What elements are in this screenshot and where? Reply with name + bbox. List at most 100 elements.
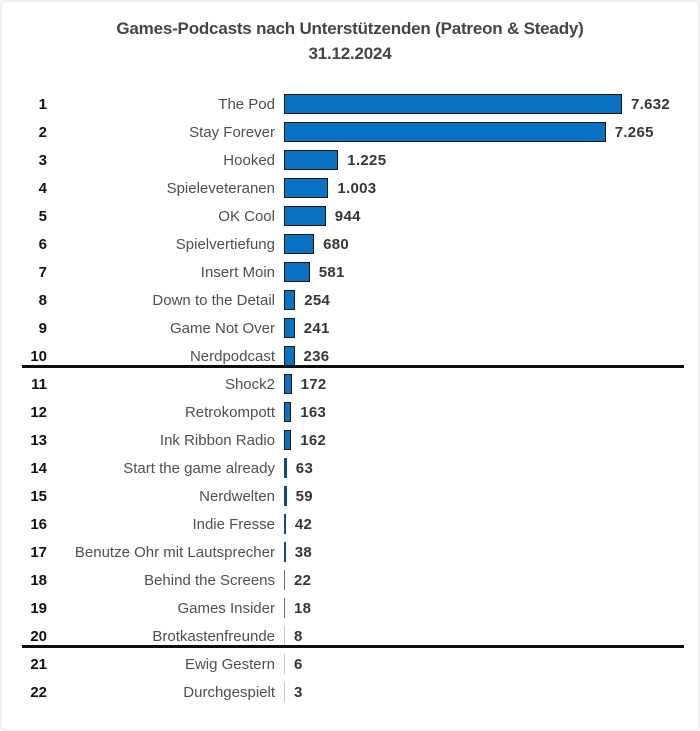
podcast-name: Brotkastenfreunde xyxy=(152,627,275,645)
bar-row: 22 Durchgespielt 3 xyxy=(2,678,698,706)
bar xyxy=(284,542,286,562)
rank-label: 8 xyxy=(38,291,47,309)
value-label: 241 xyxy=(303,319,330,337)
podcast-name: Durchgespielt xyxy=(183,683,275,701)
bar-row: 10 Nerdpodcast 236 xyxy=(2,342,698,370)
bar-row: 4 Spieleveteranen 1.003 xyxy=(2,174,698,202)
bar xyxy=(284,122,606,142)
bar xyxy=(284,682,285,702)
rank-label: 11 xyxy=(31,375,47,393)
value-label: 236 xyxy=(303,347,330,365)
podcast-name: Games Insider xyxy=(177,599,275,617)
podcast-name: Ink Ribbon Radio xyxy=(159,431,275,449)
bar xyxy=(284,430,292,450)
bar-row: 9 Game Not Over 241 xyxy=(2,314,698,342)
top20-divider xyxy=(22,645,684,648)
bar-row: 3 Hooked 1.225 xyxy=(2,146,698,174)
podcast-name: OK Cool xyxy=(218,207,275,225)
value-label: 7.265 xyxy=(614,123,654,141)
podcast-name: Game Not Over xyxy=(169,319,275,337)
value-label: 8 xyxy=(294,627,303,645)
bar xyxy=(284,150,339,170)
bar-chart: 1 The Pod 7.632 2 Stay Forever 7.265 3 Hooked 1.… xyxy=(2,90,698,706)
value-label: 6 xyxy=(294,655,303,673)
bar xyxy=(284,290,296,310)
bar-row: 7 Insert Moin 581 xyxy=(2,258,698,286)
rank-label: 17 xyxy=(30,543,47,561)
bar xyxy=(284,374,292,394)
rank-label: 6 xyxy=(38,235,47,253)
value-label: 680 xyxy=(323,235,350,253)
bar-row: 15 Nerdwelten 59 xyxy=(2,482,698,510)
bar xyxy=(284,206,326,226)
value-label: 63 xyxy=(295,459,314,477)
bar-row: 2 Stay Forever 7.265 xyxy=(2,118,698,146)
value-label: 1.225 xyxy=(347,151,387,169)
podcast-name: Retrokompott xyxy=(184,403,275,421)
rank-label: 19 xyxy=(30,599,47,617)
value-label: 42 xyxy=(294,515,313,533)
rank-label: 10 xyxy=(30,347,47,365)
podcast-name: Start the game already xyxy=(123,459,275,477)
podcast-name: The Pod xyxy=(218,95,275,113)
value-label: 59 xyxy=(295,487,313,505)
value-label: 18 xyxy=(294,599,312,617)
rank-label: 5 xyxy=(38,207,47,225)
bar-row: 14 Start the game already 63 xyxy=(2,454,698,482)
value-label: 22 xyxy=(294,571,312,589)
value-label: 163 xyxy=(300,403,327,421)
rank-label: 14 xyxy=(30,459,47,477)
value-label: 7.632 xyxy=(631,95,671,113)
bar xyxy=(284,570,285,590)
value-label: 254 xyxy=(304,291,331,309)
podcast-name: Hooked xyxy=(223,151,275,169)
bar xyxy=(284,626,285,646)
bar-row: 18 Behind the Screens 22 xyxy=(2,566,698,594)
bar-row: 8 Down to the Detail 254 xyxy=(2,286,698,314)
rank-label: 1 xyxy=(38,95,47,113)
chart-header: Games-Podcasts nach Unterstützenden (Pat… xyxy=(2,18,698,64)
bar-row: 1 The Pod 7.632 xyxy=(2,90,698,118)
bar-row: 20 Brotkastenfreunde 8 xyxy=(2,622,698,650)
frame-gap-artifact xyxy=(20,725,60,729)
bar xyxy=(284,486,287,506)
rank-label: 13 xyxy=(30,431,47,449)
podcast-name: Nerdwelten xyxy=(199,487,275,505)
chart-subtitle: 31.12.2024 xyxy=(308,43,392,63)
rank-label: 9 xyxy=(38,319,47,337)
bar xyxy=(284,234,315,254)
rank-label: 15 xyxy=(30,487,47,505)
bar xyxy=(284,346,295,366)
rank-label: 2 xyxy=(38,123,47,141)
bar xyxy=(284,262,310,282)
bar-row: 13 Ink Ribbon Radio 162 xyxy=(2,426,698,454)
bar xyxy=(284,318,295,338)
podcast-name: Behind the Screens xyxy=(144,571,275,589)
podcast-name: Spieleveteranen xyxy=(166,179,275,197)
podcast-name: Nerdpodcast xyxy=(189,347,275,365)
bar xyxy=(284,402,292,422)
podcast-name: Down to the Detail xyxy=(152,291,275,309)
bar-row: 12 Retrokompott 163 xyxy=(2,398,698,426)
value-label: 3 xyxy=(294,683,303,701)
bar-row: 17 Benutze Ohr mit Lautsprecher 38 xyxy=(2,538,698,566)
podcast-name: Spielvertiefung xyxy=(175,235,275,253)
bar xyxy=(284,514,286,534)
podcast-name: Ewig Gestern xyxy=(184,655,275,673)
bar-row: 11 Shock2 172 xyxy=(2,370,698,398)
rank-label: 20 xyxy=(30,627,47,645)
bar xyxy=(284,458,287,478)
top10-divider xyxy=(22,365,684,368)
bar-row: 19 Games Insider 18 xyxy=(2,594,698,622)
rank-label: 16 xyxy=(30,515,47,533)
value-label: 172 xyxy=(300,375,327,393)
podcast-name: Insert Moin xyxy=(200,263,275,281)
value-label: 38 xyxy=(294,543,312,561)
bar-row: 16 Indie Fresse 42 xyxy=(2,510,698,538)
value-label: 1.003 xyxy=(337,179,377,197)
value-label: 162 xyxy=(300,431,327,449)
rank-label: 21 xyxy=(30,655,47,673)
podcast-name: Stay Forever xyxy=(189,123,275,141)
podcast-name: Indie Fresse xyxy=(192,515,275,533)
value-label: 581 xyxy=(318,263,345,281)
